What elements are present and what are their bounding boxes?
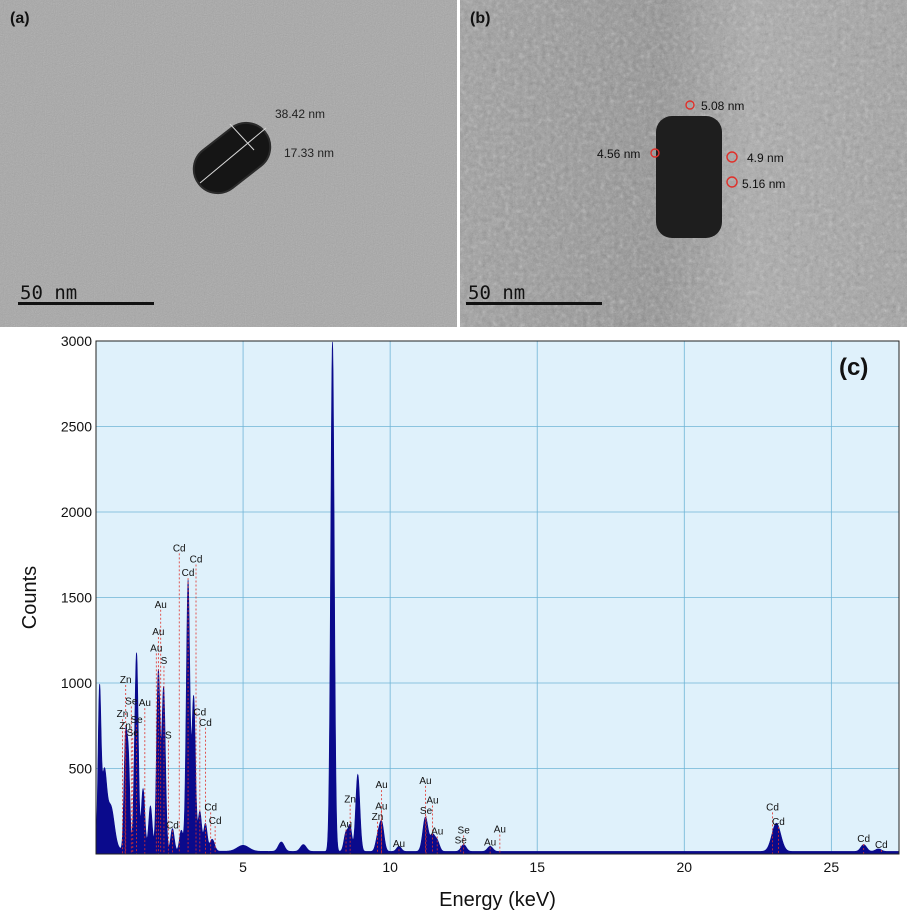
element-label: Se [455,836,468,847]
y-tick-label: 2000 [61,504,92,520]
y-tick-label: 500 [69,761,93,777]
measurement-b-right-2: 5.16 nm [742,177,786,191]
x-axis-label: Energy (keV) [439,889,556,911]
panel-b-label: (b) [470,10,491,27]
length-measure-line [199,127,267,184]
tem-image-panel-a: (a) 38.42 nm 17.33 nm 50 nm [0,0,457,327]
y-axis-ticks: 500 1000 1500 2000 2500 3000 [61,333,92,777]
element-label: Au [393,839,405,850]
element-label: Cd [204,802,217,813]
element-label: Zn [119,721,131,732]
x-axis-ticks: 5 10 15 20 25 [239,859,839,875]
element-label: Au [340,819,352,830]
element-label: Cd [190,554,203,565]
element-label: Se [130,715,143,726]
element-label: Au [150,643,162,654]
tem-image-panel-b: (b) 5.08 nm 4.56 nm 4.9 nm 5.16 nm 50 nm [460,0,907,327]
element-label: Au [484,837,496,848]
measurement-b-left: 4.56 nm [597,147,641,161]
width-measure-line [229,123,255,151]
eds-spectrum-chart: ZnZnZnSeSeSeAuAuAuSSAuCdCdCdCdCdCdCdCdZn… [19,333,900,911]
tem-image-b [460,0,907,327]
element-label: Cd [875,840,888,851]
element-label: Au [431,826,443,837]
element-label: Cd [199,718,212,729]
panel-c-label: (c) [839,354,868,381]
element-label: Au [419,776,431,787]
scale-label-b: 50 nm [468,282,526,304]
length-measurement-a: 38.42 nm [275,107,326,121]
element-label: Se [127,728,140,739]
scale-label-a: 50 nm [20,282,78,304]
element-label: Se [458,825,471,836]
element-labels: ZnZnZnSeSeSeAuAuAuSSAuCdCdCdCdCdCdCdCdZn… [117,543,888,851]
spectrum-area [95,341,900,855]
x-tick-label: 5 [239,859,247,875]
element-label: Cd [857,834,870,845]
element-label: Zn [372,812,384,823]
element-label: Cd [766,802,779,813]
nanorod-b [656,116,722,238]
element-label: Au [152,627,164,638]
element-label: Se [125,696,138,707]
x-tick-label: 10 [382,859,398,875]
y-tick-label: 1500 [61,590,92,606]
element-label: Zn [120,675,132,686]
element-label: Cd [173,543,186,554]
element-label: Cd [182,568,195,579]
element-label: S [161,656,168,667]
peak-marker-lines [122,553,882,854]
x-tick-label: 20 [676,859,692,875]
scale-bar-a [18,302,154,305]
element-label: Au [426,796,438,807]
element-label: Cd [772,817,785,828]
measurement-b-right-1: 4.9 nm [747,151,784,165]
element-label: Cd [209,816,222,827]
panel-a-label: (a) [10,10,30,27]
element-label: Au [375,802,387,813]
y-tick-label: 1000 [61,675,92,691]
element-label: Se [420,806,433,817]
spectrum-series [95,341,900,855]
scale-bar-b [466,302,602,305]
element-label: Au [375,780,387,791]
element-label: Au [155,600,167,611]
element-label: Zn [117,709,129,720]
element-label: Cd [166,820,179,831]
element-label: Cd [193,707,206,718]
element-label: S [165,731,172,742]
measurement-b-top: 5.08 nm [701,99,745,113]
x-tick-label: 25 [824,859,840,875]
plot-frame [95,340,900,855]
measurement-markers-b [650,100,738,188]
element-label: Zn [344,795,356,806]
tem-image-a [0,0,457,327]
element-label: Au [139,698,151,709]
y-tick-label: 3000 [61,333,92,349]
y-tick-label: 2500 [61,419,92,435]
width-measurement-a: 17.33 nm [284,146,335,160]
x-tick-label: 15 [529,859,545,875]
element-label: Au [494,825,506,836]
y-axis-label: Counts [19,566,41,629]
